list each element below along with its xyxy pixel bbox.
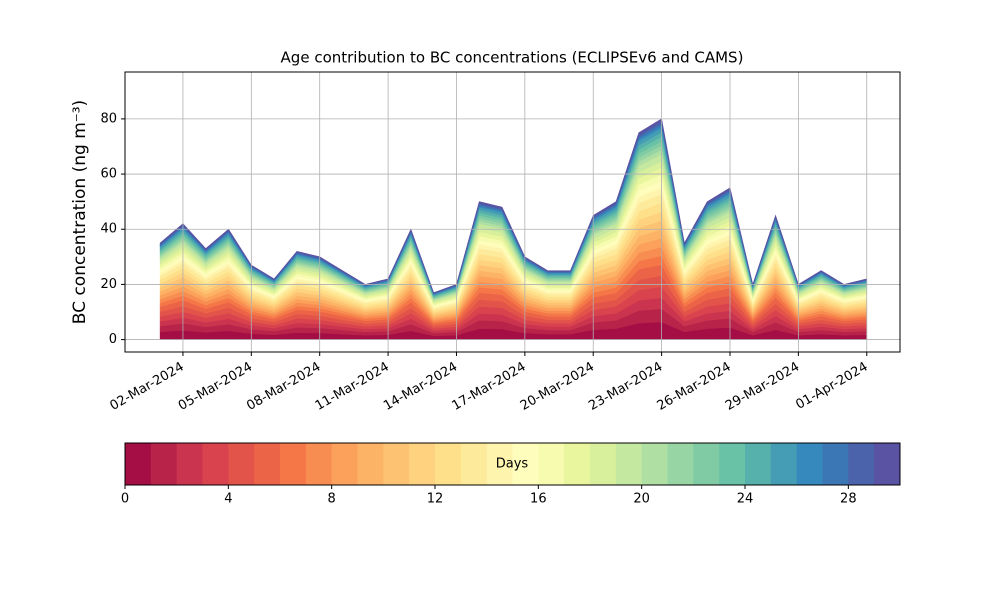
colorbar-tick-label: 8 (328, 492, 336, 507)
colorbar-bin (280, 443, 307, 485)
colorbar-bin (564, 443, 591, 485)
x-tick-label: 26-Mar-2024 (655, 360, 734, 414)
colorbar-bin (460, 443, 488, 485)
colorbar-label: Days (496, 457, 529, 472)
colorbar-bin (409, 443, 436, 485)
x-tick-label: 17-Mar-2024 (449, 360, 528, 414)
x-tick-label: 08-Mar-2024 (244, 360, 323, 414)
colorbar-bin (874, 443, 901, 485)
colorbar-bin (435, 443, 462, 485)
colorbar-bin (383, 443, 410, 485)
colorbar-bin (486, 443, 513, 485)
colorbar-bin (590, 443, 617, 485)
colorbar-bin (331, 443, 358, 485)
colorbar-bin (125, 443, 152, 485)
colorbar-bin (254, 443, 281, 485)
colorbar-tick-label: 16 (530, 492, 547, 507)
colorbar-bin (228, 443, 255, 485)
colorbar-bin (512, 443, 539, 485)
colorbar-bin (176, 443, 203, 485)
colorbar-bin (848, 443, 875, 485)
colorbar-frame (124, 442, 901, 486)
colorbar-bin (538, 443, 565, 485)
colorbar-bin (615, 443, 643, 485)
colorbar-bin (693, 443, 720, 485)
x-tick-label: 02-Mar-2024 (108, 360, 187, 414)
colorbar-bin (641, 443, 668, 485)
colorbar-bin (745, 443, 772, 485)
y-tick-label: 40 (100, 222, 117, 237)
colorbar-tick-label: 28 (840, 492, 857, 507)
x-tick-label: 14-Mar-2024 (381, 360, 460, 414)
colorbar-tick-label: 4 (224, 492, 232, 507)
colorbar-tick-label: 12 (427, 492, 444, 507)
x-tick-label: 01-Apr-2024 (793, 360, 870, 413)
colorbar-bin (667, 443, 694, 485)
colorbar-bin (150, 443, 178, 485)
y-axis-label: BC concentration (ng m⁻³) (70, 100, 90, 324)
colorbar-bin (796, 443, 823, 485)
y-tick-label: 20 (100, 277, 117, 292)
colorbar-bin (719, 443, 746, 485)
y-tick-label: 80 (100, 111, 117, 126)
x-tick-label: 05-Mar-2024 (176, 360, 255, 414)
colorbar-bin (202, 443, 229, 485)
y-tick-label: 60 (100, 167, 117, 182)
x-tick-label: 23-Mar-2024 (586, 360, 665, 414)
colorbar-bin (770, 443, 798, 485)
colorbar-bin (305, 443, 333, 485)
x-tick-label: 11-Mar-2024 (313, 360, 392, 414)
colorbar-bin (822, 443, 849, 485)
x-tick-label: 20-Mar-2024 (518, 360, 597, 414)
plot-frame (124, 71, 901, 353)
colorbar-tick-label: 0 (121, 492, 129, 507)
colorbar-tick-label: 24 (737, 492, 754, 507)
x-tick-label: 29-Mar-2024 (723, 360, 802, 414)
colorbar-tick-label: 20 (633, 492, 650, 507)
colorbar-bin (357, 443, 384, 485)
y-tick-label: 0 (109, 332, 117, 347)
chart-title: Age contribution to BC concentrations (E… (281, 49, 744, 67)
